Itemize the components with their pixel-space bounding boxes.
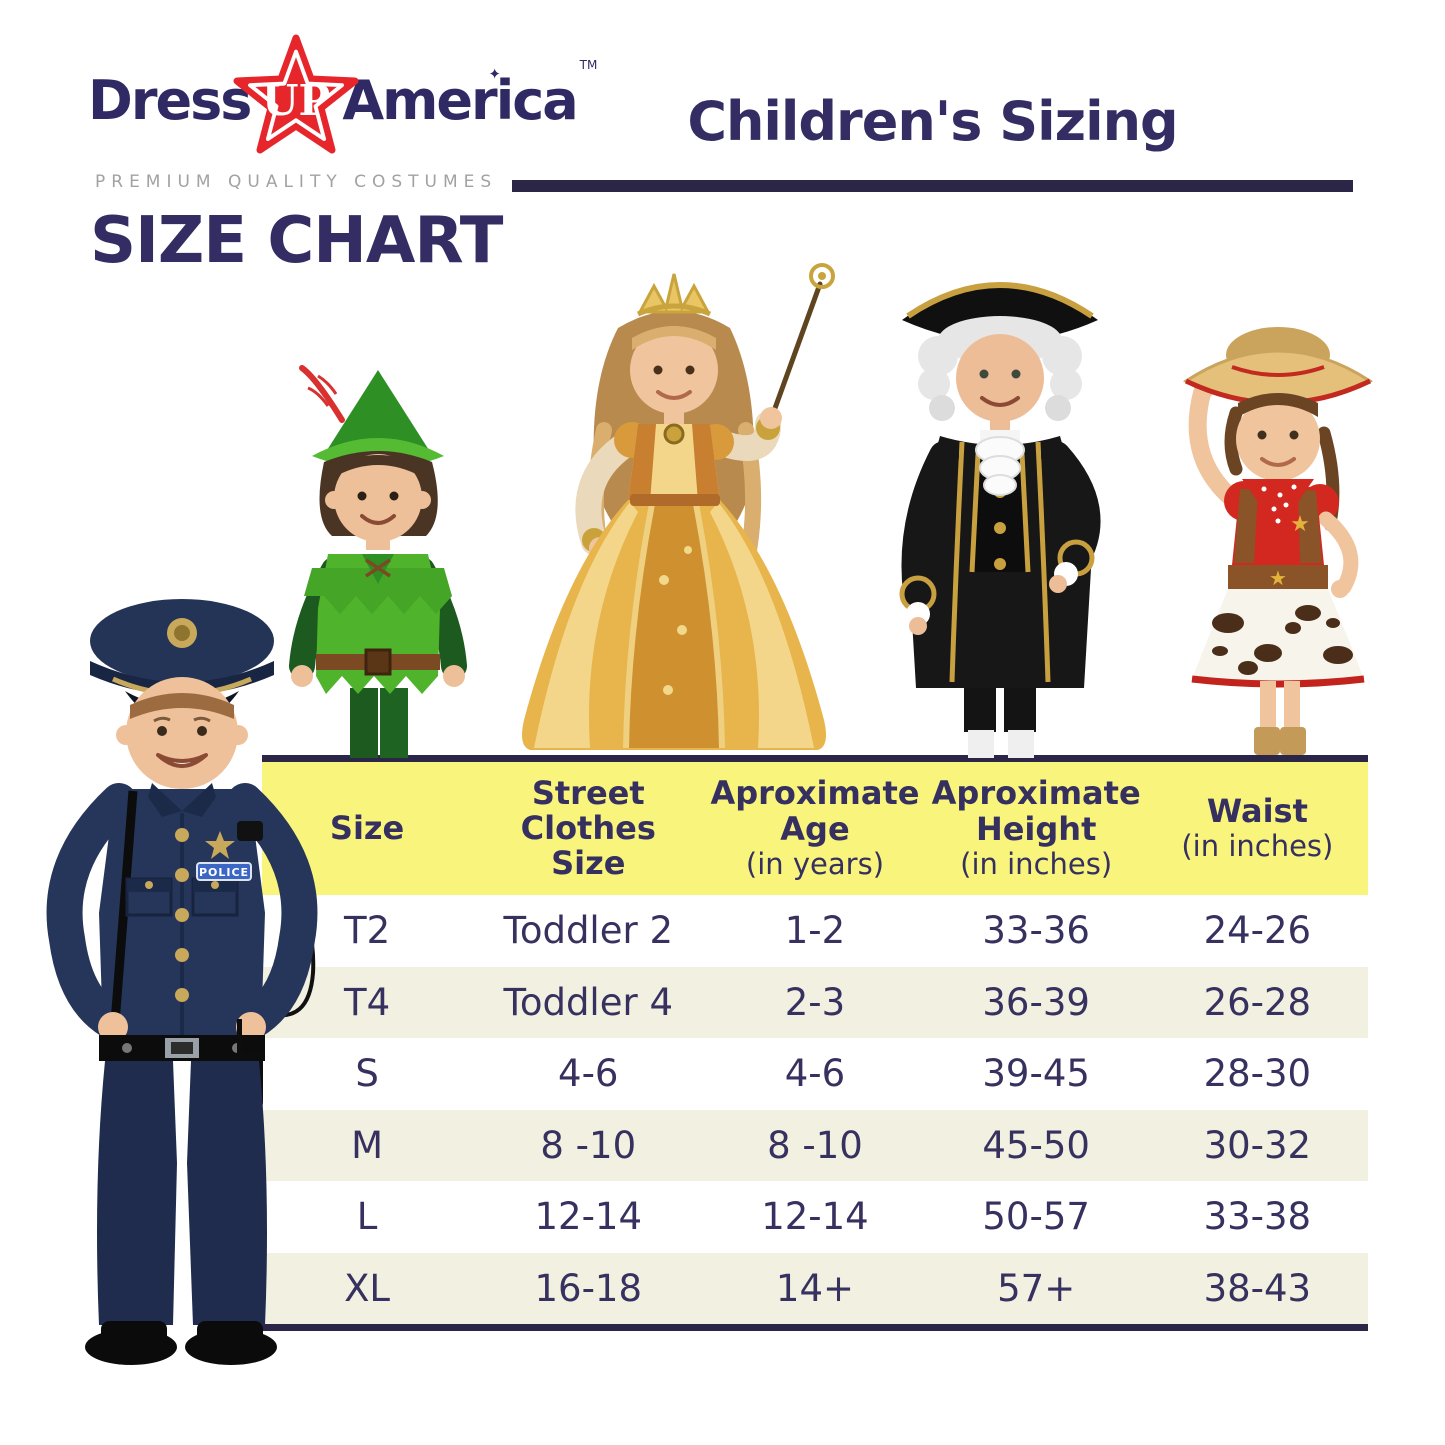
size-table: Size Street Clothes Size Aproximate Age (in… — [262, 755, 1368, 1331]
column-title: Waist — [1206, 791, 1308, 830]
column-unit-note: (in inches) — [1181, 829, 1334, 864]
size-cell: 12-14 — [534, 1195, 642, 1239]
size-cell: 50-57 — [982, 1195, 1090, 1239]
size-cell: 1-2 — [784, 909, 846, 953]
peter-pan-costume-photo — [258, 358, 498, 758]
princess-costume-photo — [468, 250, 878, 758]
size-cell: 33-36 — [982, 909, 1090, 953]
size-cell: S — [355, 1052, 379, 1096]
size-cell: XL — [344, 1266, 391, 1310]
size-cell: 39-45 — [982, 1052, 1090, 1096]
size-cell: 12-14 — [761, 1195, 869, 1239]
size-row-M: M 8 -10 8 -10 45-50 30-32 — [262, 1109, 1368, 1181]
size-cell: 28-30 — [1203, 1052, 1312, 1096]
column-unit-note: (in inches) — [960, 846, 1113, 881]
size-cell: 57+ — [997, 1266, 1076, 1310]
svg-text:★: ★ — [1290, 512, 1310, 537]
police-costume-photo: POLICE — [15, 583, 345, 1373]
america-i-star-icon: ✦ — [488, 64, 501, 83]
size-row-L: L 12-14 12-14 50-57 33-38 — [262, 1181, 1368, 1253]
column-header-waist: Waist (in inches) — [1147, 791, 1368, 864]
size-cell: Toddler 4 — [503, 980, 673, 1024]
size-cell: T2 — [343, 909, 391, 953]
cowgirl-costume-photo: ★ ★ — [1128, 283, 1428, 758]
colonial-costume-photo — [852, 242, 1148, 758]
column-unit-note: (in years) — [745, 846, 885, 881]
size-cell: 8 -10 — [767, 1123, 863, 1167]
column-title: Size — [329, 808, 405, 847]
size-cell: 4-6 — [558, 1052, 619, 1096]
size-chart-heading: SIZE CHART — [90, 204, 503, 278]
size-table-header: Size Street Clothes Size Aproximate Age (in… — [262, 762, 1368, 895]
trademark-symbol: TM — [579, 58, 598, 72]
title-underline — [512, 180, 1353, 192]
size-cell: 24-26 — [1203, 909, 1312, 953]
column-title: Aproximate Age — [710, 774, 920, 848]
size-cell: 8 -10 — [540, 1123, 637, 1167]
column-header-street-clothes-size: Street Clothes Size — [472, 773, 704, 883]
column-title: Street Clothes Size — [520, 773, 656, 883]
size-cell: 4-6 — [784, 1052, 846, 1096]
size-cell: 14+ — [775, 1266, 855, 1310]
size-cell: 16-18 — [534, 1266, 642, 1310]
size-cell: 45-50 — [982, 1123, 1090, 1167]
logo-star-icon: UP — [232, 34, 360, 166]
brand-logo: Dress UP America ✦ TM — [88, 30, 597, 170]
column-header-approximate-age: Aproximate Age (in years) — [704, 776, 925, 880]
size-cell: 30-32 — [1203, 1123, 1312, 1167]
size-cell: 26-28 — [1203, 980, 1312, 1024]
size-table-body: T2 Toddler 2 1-2 33-36 24-26 T4 Toddler 4 2-3 36… — [262, 895, 1368, 1324]
size-cell: L — [356, 1195, 378, 1239]
size-cell: 2-3 — [784, 980, 846, 1024]
size-cell: 36-39 — [982, 980, 1090, 1024]
svg-text:POLICE: POLICE — [199, 866, 249, 879]
size-cell: M — [351, 1123, 384, 1167]
size-row-S: S 4-6 4-6 39-45 28-30 — [262, 1038, 1368, 1110]
logo-word-up: UP — [262, 76, 330, 125]
page-title: Children's Sizing — [687, 90, 1178, 153]
size-cell: 38-43 — [1203, 1266, 1312, 1310]
size-cell: 33-38 — [1203, 1195, 1312, 1239]
size-row-T4: T4 Toddler 4 2-3 36-39 26-28 — [262, 966, 1368, 1038]
column-header-approximate-height: Aproximate Height (in inches) — [926, 776, 1147, 880]
logo-word-america: America ✦ — [342, 64, 578, 132]
brand-tagline: PREMIUM QUALITY COSTUMES — [95, 172, 498, 192]
logo-word-dress: Dress — [88, 68, 252, 132]
size-cell: T4 — [343, 980, 391, 1024]
svg-text:★: ★ — [1269, 566, 1287, 590]
size-cell: Toddler 2 — [503, 909, 673, 953]
size-row-XL: XL 16-18 14+ 57+ 38-43 — [262, 1252, 1368, 1324]
column-header-size: Size — [262, 808, 472, 847]
size-row-T2: T2 Toddler 2 1-2 33-36 24-26 — [262, 895, 1368, 967]
column-title: Aproximate Height — [931, 774, 1141, 848]
